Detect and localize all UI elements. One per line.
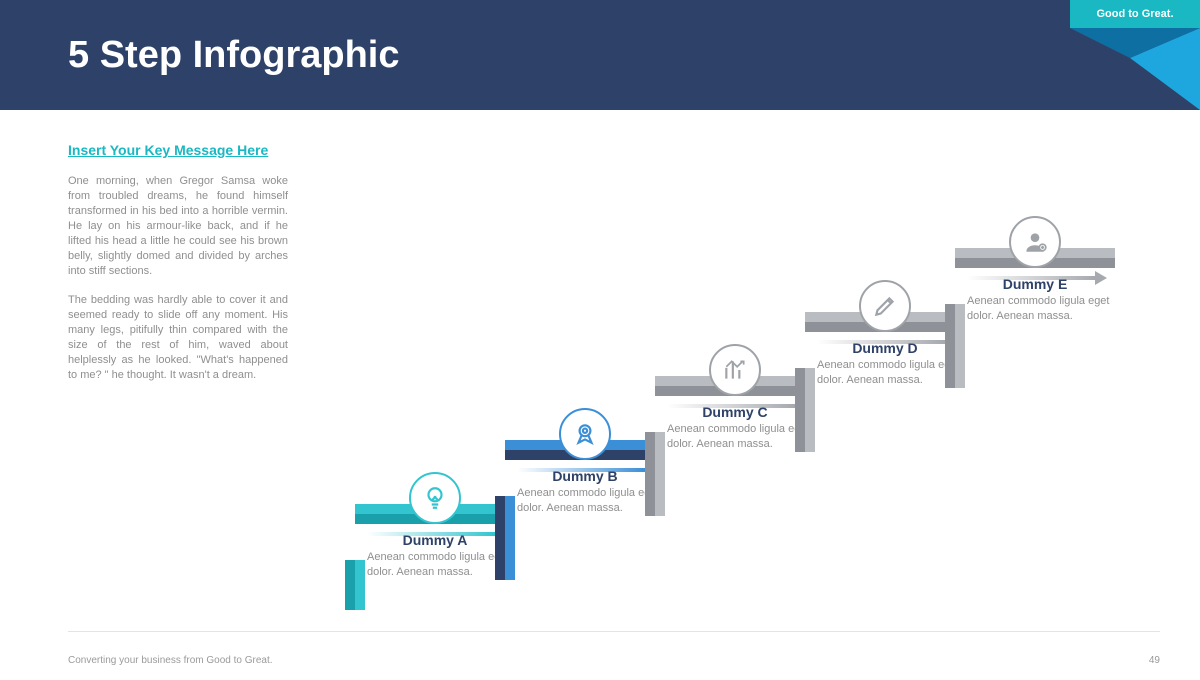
step-title: Dummy A [355, 532, 515, 548]
step: Aenean commodo ligula eget dolor. Aenean… [505, 440, 665, 516]
step: Aenean commodo ligula eget dolor. Aenean… [655, 376, 815, 452]
pencil-icon [859, 280, 911, 332]
stair-infographic: Aenean commodo ligula eget dolor. Aenean… [355, 150, 1165, 620]
footer-divider [68, 631, 1160, 632]
step-title: Dummy E [955, 276, 1115, 292]
footer-text: Converting your business from Good to Gr… [68, 655, 273, 666]
ribbon-fold-icon [1070, 28, 1200, 110]
step-title: Dummy C [655, 404, 815, 420]
step-description: Aenean commodo ligula eget dolor. Aenean… [955, 294, 1115, 324]
step: Aenean commodo ligula eget dolor. Aenean… [805, 312, 965, 388]
bulb-icon [409, 472, 461, 524]
page-title: 5 Step Infographic [68, 34, 399, 77]
step-description: Aenean commodo ligula eget dolor. Aenean… [505, 486, 665, 516]
step: Aenean commodo ligula eget dolor. Aenean… [355, 504, 515, 580]
key-message-title: Insert Your Key Message Here [68, 142, 288, 158]
ribbon: Good to Great. [1070, 0, 1200, 110]
step: Aenean commodo ligula eget dolor. Aenean… [955, 248, 1115, 324]
body-paragraph: The bedding was hardly able to cover it … [68, 293, 288, 383]
chart-icon [709, 344, 761, 396]
header: 5 Step Infographic Good to Great. [0, 0, 1200, 110]
ribbon-label: Good to Great. [1070, 0, 1200, 28]
footer: Converting your business from Good to Gr… [0, 640, 1200, 680]
step-title: Dummy B [505, 468, 665, 484]
page-number: 49 [1149, 655, 1160, 666]
sidebar: Insert Your Key Message Here One morning… [68, 142, 288, 397]
step-description: Aenean commodo ligula eget dolor. Aenean… [655, 422, 815, 452]
step-description: Aenean commodo ligula eget dolor. Aenean… [805, 358, 965, 388]
user-icon [1009, 216, 1061, 268]
body-paragraph: One morning, when Gregor Samsa woke from… [68, 174, 288, 279]
step-description: Aenean commodo ligula eget dolor. Aenean… [355, 550, 515, 580]
medal-icon [559, 408, 611, 460]
step-title: Dummy D [805, 340, 965, 356]
